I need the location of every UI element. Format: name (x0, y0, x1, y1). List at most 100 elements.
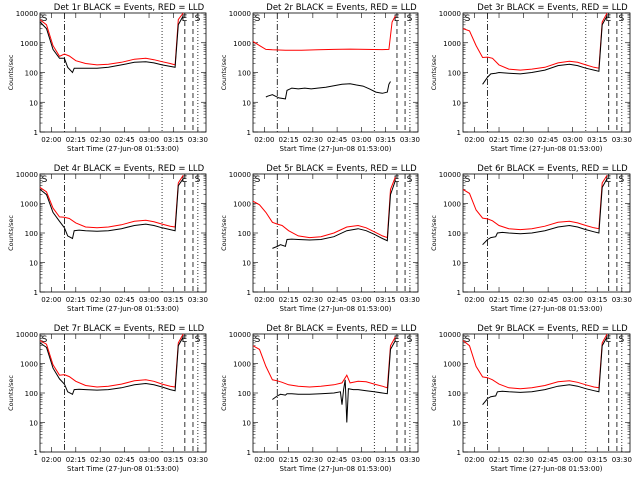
marker-label: S (255, 175, 261, 185)
x-tick-label: 02:00 (464, 136, 484, 144)
panel-title: Det 8r BLACK = Events, RED = LLD (266, 324, 417, 334)
x-tick-label: 02:30 (90, 296, 110, 304)
panel-3: Det 3r BLACK = Events, RED = LLD 1 10 100 10… (430, 3, 632, 153)
x-tick-label: 02:45 (327, 456, 347, 464)
panel-2: Det 2r BLACK = Events, RED = LLD 1 10 100 10… (220, 3, 420, 153)
x-tick-label: 03:15 (376, 136, 396, 144)
x-tick-label: 02:00 (254, 456, 274, 464)
y-tick-label: 100 (448, 230, 461, 238)
x-tick-label: 03:30 (400, 296, 420, 304)
lld-series-line (39, 333, 184, 388)
marker-label: S (255, 335, 261, 345)
panel-title: Det 2r BLACK = Events, RED = LLD (266, 3, 417, 13)
y-tick-label: 1000 (443, 40, 461, 48)
marker-label: S (407, 14, 413, 24)
plot-frame (462, 333, 631, 453)
marker-label: E (394, 175, 400, 185)
x-tick-label: 03:15 (587, 456, 607, 464)
y-tick-label: 100 (25, 390, 38, 398)
y-tick-label: 10 (452, 260, 461, 268)
x-axis-label: Start Time (27-Jun-08 01:53:00) (67, 305, 179, 313)
y-tick-label: 1000 (233, 40, 251, 48)
marker-label: S (42, 175, 48, 185)
x-tick-label: 03:00 (351, 456, 371, 464)
y-tick-label: 100 (238, 390, 251, 398)
x-tick-label: 02:15 (66, 136, 86, 144)
x-axis-label: Start Time (27-Jun-08 01:53:00) (491, 145, 603, 153)
x-tick-label: 03:15 (376, 296, 396, 304)
lld-series-line (252, 336, 396, 389)
y-tick-label: 1000 (20, 201, 38, 209)
y-tick-label: 1000 (443, 201, 461, 209)
panel-title: Det 9r BLACK = Events, RED = LLD (477, 324, 628, 334)
y-tick-label: 100 (448, 390, 461, 398)
lld-series-line (252, 176, 396, 239)
x-tick-label: 02:00 (41, 296, 61, 304)
x-tick-label: 03:00 (563, 296, 583, 304)
y-axis-label: Counts/sec (430, 375, 438, 411)
y-tick-label: 1 (247, 449, 251, 457)
x-tick-label: 02:30 (90, 456, 110, 464)
x-tick-label: 03:15 (587, 136, 607, 144)
panel-title: Det 5r BLACK = Events, RED = LLD (266, 164, 417, 174)
x-tick-label: 02:30 (303, 456, 323, 464)
panel-4: Det 4r BLACK = Events, RED = LLD 1 10 100 10… (7, 164, 208, 313)
x-tick-label: 02:45 (115, 296, 135, 304)
y-tick-label: 1 (34, 449, 38, 457)
y-tick-label: 100 (25, 70, 38, 78)
marker-label: E (394, 14, 400, 24)
y-tick-label: 10000 (16, 10, 38, 18)
lld-series-line (462, 333, 608, 390)
x-axis-label: Start Time (27-Jun-08 01:53:00) (280, 305, 392, 313)
x-axis-label: Start Time (27-Jun-08 01:53:00) (491, 465, 603, 473)
x-tick-label: 03:30 (400, 456, 420, 464)
x-tick-label: 02:15 (278, 296, 298, 304)
y-tick-label: 1 (457, 449, 461, 457)
plot-frame (252, 12, 419, 133)
y-tick-label: 1000 (20, 361, 38, 369)
x-tick-label: 03:00 (139, 456, 159, 464)
y-tick-label: 10 (452, 99, 461, 107)
x-tick-label: 03:00 (563, 456, 583, 464)
y-tick-label: 10000 (229, 331, 251, 339)
x-tick-label: 03:15 (163, 456, 183, 464)
y-tick-label: 10 (242, 420, 251, 428)
lld-series-line (252, 15, 396, 51)
y-tick-label: 100 (238, 70, 251, 78)
x-tick-label: 02:30 (303, 296, 323, 304)
y-tick-label: 10 (29, 260, 38, 268)
marker-label: S (465, 335, 471, 345)
marker-label: E (182, 14, 188, 24)
x-tick-label: 03:00 (139, 296, 159, 304)
y-tick-label: 10 (29, 99, 38, 107)
events-series-line (39, 15, 184, 74)
plot-frame (39, 333, 207, 453)
marker-label: S (465, 14, 471, 24)
x-tick-label: 03:15 (587, 296, 607, 304)
events-series-line (39, 178, 184, 240)
marker-label: S (619, 175, 625, 185)
panel-8: Det 8r BLACK = Events, RED = LLD 1 10 100 10… (220, 324, 420, 473)
y-tick-label: 10000 (229, 171, 251, 179)
y-tick-label: 1000 (233, 361, 251, 369)
y-axis-label: Counts/sec (430, 54, 438, 90)
events-series-line (482, 178, 608, 246)
y-tick-label: 10000 (439, 10, 461, 18)
events-series-line (482, 15, 608, 85)
panel-5: Det 5r BLACK = Events, RED = LLD 1 10 100 10… (220, 164, 420, 313)
y-tick-label: 10000 (439, 331, 461, 339)
y-axis-label: Counts/sec (430, 215, 438, 251)
events-series-line (482, 336, 608, 406)
x-tick-label: 02:00 (464, 456, 484, 464)
marker-label: E (605, 175, 611, 185)
marker-label: E (182, 335, 188, 345)
marker-label: S (195, 14, 201, 24)
panel-1: Det 1r BLACK = Events, RED = LLD 1 10 100 10… (7, 3, 208, 153)
x-tick-label: 03:30 (188, 296, 208, 304)
x-tick-label: 02:15 (278, 456, 298, 464)
x-tick-label: 03:00 (563, 136, 583, 144)
lld-series-line (462, 175, 608, 231)
x-tick-label: 02:45 (115, 136, 135, 144)
plot-frame (462, 173, 631, 293)
y-tick-label: 10 (29, 420, 38, 428)
